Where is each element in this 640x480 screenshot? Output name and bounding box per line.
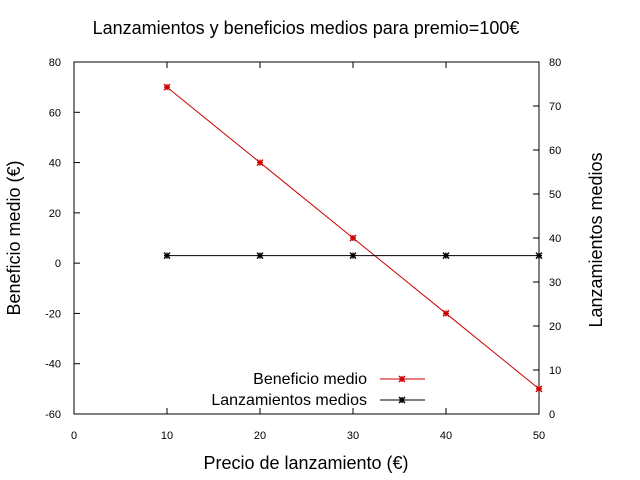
data-point-series-2: [535, 252, 543, 260]
data-point-series-1: [163, 83, 171, 91]
legend-label: Beneficio medio: [253, 371, 367, 388]
y-tick-label: -20: [45, 308, 61, 320]
data-point-series-2: [163, 252, 171, 260]
x-axis-ticks: 0 10 20 30 40 50: [71, 62, 545, 442]
x-axis-label: Precio de lanzamiento (€): [203, 453, 408, 473]
data-point-series-1: [256, 159, 264, 167]
x-tick-label: 40: [440, 430, 452, 442]
y2-axis-label: Lanzamientos medios: [586, 152, 606, 327]
y2-tick-label: 30: [549, 277, 561, 289]
y-tick-label: 0: [55, 258, 61, 270]
y-tick-label: -60: [45, 409, 61, 421]
data-point-series-1: [442, 309, 450, 317]
y2-tick-label: 70: [549, 101, 561, 113]
plot-frame: [73, 61, 540, 415]
x-tick-label: 10: [161, 430, 173, 442]
x-tick-label: 30: [347, 430, 359, 442]
y2-tick-label: 80: [549, 57, 561, 69]
y2-tick-label: 40: [549, 233, 561, 245]
data-point-series-2: [256, 252, 264, 260]
y2-tick-label: 50: [549, 189, 561, 201]
legend: Beneficio medio Lanzamientos medios: [211, 371, 425, 409]
data-point-series-1: [349, 234, 357, 242]
series-layer: [163, 83, 543, 393]
data-point-series-2: [442, 252, 450, 260]
y-tick-label: 40: [49, 158, 61, 170]
y2-axis-ticks: 0 10 20 30 40 50 60 70 80: [533, 57, 561, 421]
x-tick-label: 20: [254, 430, 266, 442]
legend-marker: [398, 375, 406, 383]
y-tick-label: 20: [49, 208, 61, 220]
data-point-series-2: [349, 252, 357, 260]
legend-marker: [398, 396, 406, 404]
y2-tick-label: 20: [549, 321, 561, 333]
y2-tick-label: 0: [549, 409, 555, 421]
y-axis-ticks: -60 -40 -20 0 20 40 60 80: [45, 57, 80, 421]
y-axis-label: Beneficio medio (€): [4, 160, 24, 315]
y-tick-label: 60: [49, 107, 61, 119]
data-point-series-1: [535, 385, 543, 393]
chart-title: Lanzamientos y beneficios medios para pr…: [93, 18, 520, 38]
x-tick-label: 0: [71, 430, 77, 442]
y-tick-label: 80: [49, 57, 61, 69]
y-tick-label: -40: [45, 359, 61, 371]
y2-tick-label: 60: [549, 145, 561, 157]
x-tick-label: 50: [533, 430, 545, 442]
legend-label: Lanzamientos medios: [211, 392, 367, 409]
y2-tick-label: 10: [549, 365, 561, 377]
